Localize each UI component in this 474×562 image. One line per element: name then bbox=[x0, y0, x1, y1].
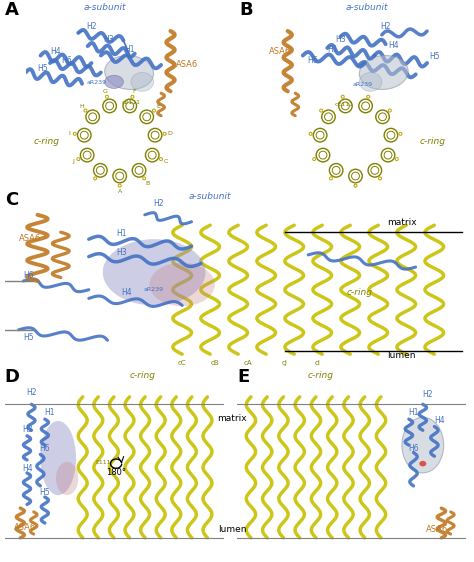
Text: H5: H5 bbox=[37, 64, 47, 72]
Text: 180°: 180° bbox=[106, 468, 126, 477]
Text: aR239: aR239 bbox=[144, 287, 164, 292]
Ellipse shape bbox=[105, 75, 123, 88]
Ellipse shape bbox=[149, 262, 215, 306]
Text: E: E bbox=[156, 105, 160, 110]
Text: H: H bbox=[79, 105, 83, 110]
Text: a-subunit: a-subunit bbox=[83, 3, 126, 12]
Text: H6: H6 bbox=[23, 270, 34, 279]
Text: H1: H1 bbox=[44, 409, 55, 418]
Text: H6: H6 bbox=[62, 56, 72, 65]
Circle shape bbox=[419, 461, 426, 466]
Text: H5: H5 bbox=[39, 488, 50, 497]
Text: D: D bbox=[168, 130, 173, 135]
Text: a-subunit: a-subunit bbox=[189, 192, 231, 201]
Text: A: A bbox=[5, 1, 18, 19]
Text: c-ring: c-ring bbox=[130, 371, 156, 380]
Text: H4: H4 bbox=[388, 41, 399, 50]
Ellipse shape bbox=[105, 56, 154, 89]
Ellipse shape bbox=[56, 462, 78, 495]
Text: D: D bbox=[5, 368, 20, 386]
Text: C: C bbox=[5, 191, 18, 209]
Text: ASA6: ASA6 bbox=[19, 234, 41, 243]
Text: H3: H3 bbox=[103, 35, 114, 44]
Text: c-ring: c-ring bbox=[346, 288, 373, 297]
Text: H5: H5 bbox=[23, 333, 34, 342]
Text: H2: H2 bbox=[422, 390, 433, 399]
Text: ASA6: ASA6 bbox=[176, 60, 199, 69]
Text: H4: H4 bbox=[23, 464, 33, 473]
Text: H1: H1 bbox=[124, 45, 134, 54]
Text: cE111: cE111 bbox=[335, 102, 354, 107]
Text: lumen: lumen bbox=[388, 351, 416, 360]
Text: C: C bbox=[164, 159, 168, 164]
Text: H6: H6 bbox=[408, 443, 419, 452]
Text: H1: H1 bbox=[116, 229, 127, 238]
Text: ASA6: ASA6 bbox=[269, 47, 291, 56]
Text: B: B bbox=[239, 1, 253, 19]
Text: aR239: aR239 bbox=[87, 80, 107, 85]
Text: cI: cI bbox=[315, 360, 320, 366]
Text: H3: H3 bbox=[116, 248, 127, 257]
Text: c-ring: c-ring bbox=[419, 137, 446, 146]
Text: ASA6: ASA6 bbox=[426, 525, 448, 534]
Text: A: A bbox=[118, 189, 122, 193]
Text: H4: H4 bbox=[434, 416, 445, 425]
Text: H5: H5 bbox=[429, 52, 439, 61]
Text: H3: H3 bbox=[23, 425, 33, 434]
Text: lumen: lumen bbox=[218, 525, 246, 534]
Ellipse shape bbox=[40, 421, 76, 495]
Ellipse shape bbox=[359, 72, 382, 91]
Text: H2: H2 bbox=[86, 22, 97, 31]
Text: E111: E111 bbox=[95, 460, 110, 465]
Text: H6: H6 bbox=[39, 443, 50, 452]
Text: H6: H6 bbox=[307, 56, 318, 65]
Text: H4: H4 bbox=[50, 47, 61, 56]
Text: c-ring: c-ring bbox=[33, 137, 59, 146]
Text: cB: cB bbox=[210, 360, 219, 366]
Text: matrix: matrix bbox=[218, 414, 247, 423]
Text: H2: H2 bbox=[380, 22, 391, 31]
Text: aR239: aR239 bbox=[353, 81, 373, 87]
Text: B: B bbox=[145, 180, 149, 185]
Text: H2: H2 bbox=[154, 199, 164, 208]
Text: c-ring: c-ring bbox=[308, 371, 334, 380]
Text: a-subunit: a-subunit bbox=[346, 3, 388, 12]
Text: matrix: matrix bbox=[388, 218, 417, 227]
Text: J: J bbox=[73, 159, 74, 164]
Text: F: F bbox=[132, 89, 136, 94]
Text: G: G bbox=[103, 89, 108, 94]
Text: cC: cC bbox=[178, 360, 186, 366]
Ellipse shape bbox=[131, 72, 154, 91]
Text: H2: H2 bbox=[26, 388, 36, 397]
Text: I: I bbox=[68, 130, 70, 135]
Text: cA: cA bbox=[243, 360, 252, 366]
Ellipse shape bbox=[402, 417, 444, 473]
Text: H1: H1 bbox=[328, 45, 338, 54]
Text: ASA6: ASA6 bbox=[14, 523, 36, 532]
Ellipse shape bbox=[103, 239, 206, 305]
Text: H4: H4 bbox=[121, 288, 131, 297]
Text: E: E bbox=[237, 368, 249, 386]
Text: H3: H3 bbox=[335, 35, 346, 44]
Ellipse shape bbox=[359, 56, 408, 89]
Text: cJ: cJ bbox=[282, 360, 288, 366]
Text: cE111: cE111 bbox=[121, 101, 140, 106]
Text: H1: H1 bbox=[408, 409, 419, 418]
